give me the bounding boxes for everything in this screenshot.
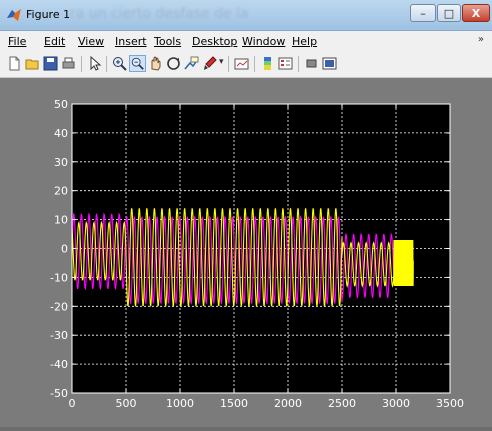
colorbar-icon[interactable] bbox=[259, 55, 276, 72]
menu-insert[interactable]: Insert bbox=[115, 35, 147, 48]
x-tick-label: 3500 bbox=[436, 397, 464, 410]
x-tick-label: 1500 bbox=[220, 397, 248, 410]
tick-labels: 0 500 1000 1500 2000 2500 3000 3500-50-40-30-20… bbox=[50, 98, 464, 410]
y-tick-label: 30 bbox=[54, 156, 68, 169]
x-tick-label: 3000 bbox=[382, 397, 410, 410]
background-window-title: ra un cierto desfase de la bbox=[70, 6, 249, 22]
series-line-magenta[interactable] bbox=[71, 212, 395, 305]
data-cursor-icon[interactable] bbox=[183, 55, 200, 72]
matlab-logo-icon bbox=[7, 9, 21, 21]
y-tick-label: -40 bbox=[50, 358, 68, 371]
brush-dropdown-arrow-icon[interactable]: ▾ bbox=[219, 57, 224, 67]
close-button[interactable]: X bbox=[462, 4, 490, 22]
toolbar-separator bbox=[298, 56, 299, 72]
menu-window[interactable]: Window bbox=[242, 35, 286, 48]
toolbar-separator bbox=[81, 56, 82, 72]
y-tick-label: 20 bbox=[54, 185, 68, 198]
menu-desktop[interactable]: Desktop bbox=[192, 35, 238, 48]
zoom-out-icon[interactable] bbox=[129, 55, 146, 72]
show-plot-tools-icon[interactable] bbox=[321, 55, 338, 72]
hide-plot-tools-icon[interactable] bbox=[303, 55, 320, 72]
zoom-in-icon[interactable] bbox=[111, 55, 128, 72]
window-title: Figure 1 bbox=[26, 8, 71, 21]
y-tick-label: 40 bbox=[54, 127, 68, 140]
pan-hand-icon[interactable] bbox=[147, 55, 164, 72]
y-tick-label: -10 bbox=[50, 271, 68, 284]
figure-canvas: 0 500 1000 1500 2000 2500 3000 3500 -50 -40 -30 -20… bbox=[0, 78, 492, 427]
figure-toolbar: ▾ bbox=[0, 51, 492, 78]
x-tick-label: 1000 bbox=[166, 397, 194, 410]
x-tick-label: 2500 bbox=[328, 397, 356, 410]
y-tick-label: -50 bbox=[50, 387, 68, 400]
link-plot-icon[interactable] bbox=[233, 55, 250, 72]
x-tick-label: 2000 bbox=[274, 397, 302, 410]
rotate-3d-icon[interactable] bbox=[165, 55, 182, 72]
minimize-button[interactable]: – bbox=[410, 4, 436, 22]
plot-series bbox=[71, 208, 414, 307]
menu-tools[interactable]: Tools bbox=[154, 35, 182, 48]
toolbar-separator bbox=[106, 56, 107, 72]
edit-plot-arrow-icon[interactable] bbox=[86, 55, 103, 72]
brush-icon[interactable] bbox=[201, 55, 218, 72]
menu-edit[interactable]: Edit bbox=[44, 35, 66, 48]
plot-svg[interactable]: 0 500 1000 1500 2000 2500 3000 3500-50-40-30-20… bbox=[0, 78, 492, 427]
toolbar-separator bbox=[254, 56, 255, 72]
series-line-yellow[interactable] bbox=[71, 208, 414, 307]
menu-overflow-arrow-icon[interactable]: » bbox=[477, 34, 484, 45]
open-file-icon[interactable] bbox=[24, 55, 41, 72]
y-tick-label: 10 bbox=[54, 214, 68, 227]
legend-icon[interactable] bbox=[277, 55, 294, 72]
y-tick-label: -30 bbox=[50, 329, 68, 342]
toolbar-separator bbox=[228, 56, 229, 72]
x-tick-label: 0 bbox=[69, 397, 76, 410]
x-tick-label: 500 bbox=[116, 397, 137, 410]
tick-marks bbox=[71, 103, 451, 394]
y-tick-label: 50 bbox=[54, 98, 68, 111]
new-figure-icon[interactable] bbox=[6, 55, 23, 72]
y-tick-label: -20 bbox=[50, 300, 68, 313]
menu-help[interactable]: Help bbox=[292, 35, 318, 48]
menu-bar: File Edit View Insert Tools Desktop Wind… bbox=[0, 31, 492, 51]
menu-view[interactable]: View bbox=[78, 35, 105, 48]
print-icon[interactable] bbox=[60, 55, 77, 72]
title-bar[interactable]: Figure 1 ra un cierto desfase de la – □ … bbox=[0, 0, 492, 31]
menu-file[interactable]: File bbox=[8, 35, 27, 48]
save-icon[interactable] bbox=[42, 55, 59, 72]
y-tick-label: 0 bbox=[61, 243, 68, 256]
maximize-button[interactable]: □ bbox=[437, 4, 461, 22]
